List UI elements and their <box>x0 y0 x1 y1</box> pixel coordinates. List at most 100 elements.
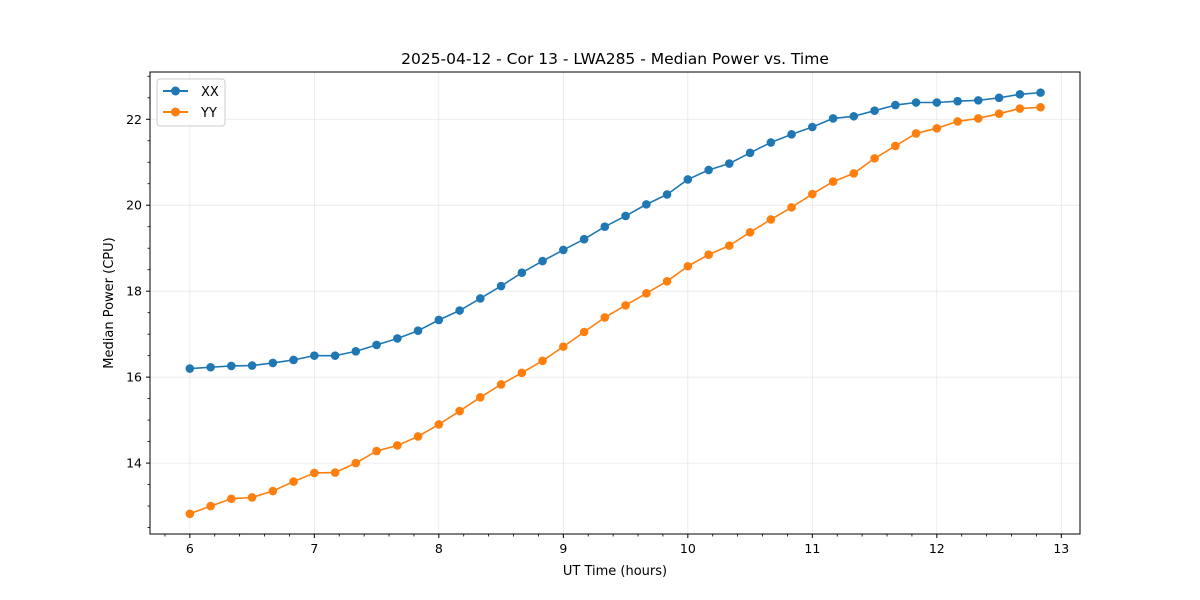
series-yy-point <box>226 494 236 504</box>
series-yy-point <box>849 169 859 178</box>
series-yy-point <box>621 301 630 310</box>
series-xx-point <box>745 148 755 158</box>
series-xx-point <box>683 175 693 184</box>
series-yy-point <box>455 406 464 416</box>
legend-yy-marker <box>171 107 180 117</box>
series-xx-point <box>724 159 734 168</box>
x-tick-label: 6 <box>186 541 194 556</box>
chart-title: 2025-04-12 - Cor 13 - LWA285 - Median Po… <box>401 50 829 68</box>
series-xx-point <box>973 96 983 105</box>
series-yy-point <box>434 420 444 429</box>
series-yy-point <box>330 468 340 477</box>
series-xx-point <box>185 364 195 373</box>
series-xx-point <box>226 361 236 371</box>
series-xx-point <box>289 355 298 365</box>
series-yy-point <box>766 215 776 224</box>
series-yy-point <box>475 393 485 402</box>
series-yy-point <box>517 368 527 378</box>
series-xx-point <box>891 100 900 110</box>
series-xx-point <box>704 165 713 175</box>
series-yy-point <box>911 129 921 138</box>
series-xx-point <box>206 362 215 372</box>
series-yy-point <box>745 228 755 237</box>
y-tick-label: 22 <box>126 112 142 127</box>
x-axis: 6 7 8 9 10 11 12 13 <box>164 534 1069 556</box>
x-tick-label: 8 <box>435 541 443 556</box>
series-xx-point <box>413 326 423 336</box>
x-axis-label: UT Time (hours) <box>563 564 667 579</box>
series-yy-point <box>351 458 361 468</box>
series-xx-point <box>1036 88 1045 97</box>
x-tick-label: 12 <box>929 541 945 556</box>
series-yy-point <box>268 486 278 496</box>
grid <box>150 72 1080 534</box>
series-xx-point <box>434 315 444 325</box>
series-xx-point <box>559 245 568 255</box>
y-tick-label: 14 <box>126 456 142 471</box>
series-yy-point <box>289 477 298 486</box>
series-xx-point <box>787 130 796 139</box>
series-xx-point <box>932 98 942 107</box>
series-yy-point <box>185 509 195 519</box>
series-yy-point <box>496 380 506 389</box>
legend-xx-label: XX <box>201 85 219 100</box>
series-xx-point <box>953 96 962 106</box>
series-yy-point <box>538 356 547 366</box>
series-xx-point <box>662 190 672 199</box>
series-xx-point <box>372 340 381 350</box>
series-xx-point <box>268 358 278 368</box>
series-yy-point <box>206 501 215 511</box>
y-tick-label: 16 <box>126 370 142 385</box>
plot-series <box>185 88 1045 519</box>
x-tick-label: 7 <box>310 541 318 556</box>
series-xx-point <box>475 294 485 303</box>
series-xx-point <box>393 334 402 343</box>
series-yy-point <box>579 327 589 337</box>
series-xx-point <box>310 351 319 360</box>
y-axis: 14 16 18 20 22 <box>126 75 150 528</box>
series-xx-point <box>330 351 340 360</box>
legend: XX YY <box>156 78 226 127</box>
series-xx-point <box>455 306 464 315</box>
series-xx-point <box>351 347 361 356</box>
x-tick-label: 10 <box>680 541 696 556</box>
series-xx-point <box>828 114 838 123</box>
series-yy-point <box>413 432 423 441</box>
series-yy-point <box>828 177 838 186</box>
series-xx-point <box>870 106 879 115</box>
series-xx-point <box>621 211 630 221</box>
x-tick-label: 11 <box>804 541 820 556</box>
series-yy-point <box>704 250 713 259</box>
series-xx-point <box>911 98 921 107</box>
y-tick-label: 20 <box>126 198 142 213</box>
series-xx-point <box>1015 90 1025 99</box>
series-yy-point <box>310 468 319 478</box>
series-yy-point <box>891 141 900 151</box>
series-xx-point <box>579 234 589 244</box>
series-yy-point <box>932 123 942 133</box>
series-yy-point <box>662 276 672 286</box>
series-yy-point <box>1015 104 1025 113</box>
series-xx-point <box>496 281 506 291</box>
series-yy-point <box>994 109 1004 118</box>
series-yy-point <box>724 241 734 250</box>
plot-frame <box>149 71 1081 535</box>
series-yy-point <box>953 117 962 126</box>
legend-yy-label: YY <box>200 106 217 121</box>
series-xx-point <box>538 256 547 266</box>
series-yy-point <box>1036 102 1045 112</box>
series-xx-point <box>642 200 651 209</box>
series-yy-point <box>372 446 381 456</box>
x-tick-label: 9 <box>559 541 567 556</box>
legend-xx-marker <box>171 86 180 96</box>
series-yy-point <box>600 313 610 322</box>
x-tick-label: 13 <box>1053 541 1069 556</box>
series-yy-point <box>808 189 817 199</box>
series-xx-point <box>808 122 817 132</box>
series-yy-point <box>683 261 693 271</box>
series-yy-point <box>247 493 257 502</box>
series-xx-point <box>247 361 257 370</box>
series-xx-point <box>766 138 776 147</box>
series-xx-point <box>517 268 527 278</box>
